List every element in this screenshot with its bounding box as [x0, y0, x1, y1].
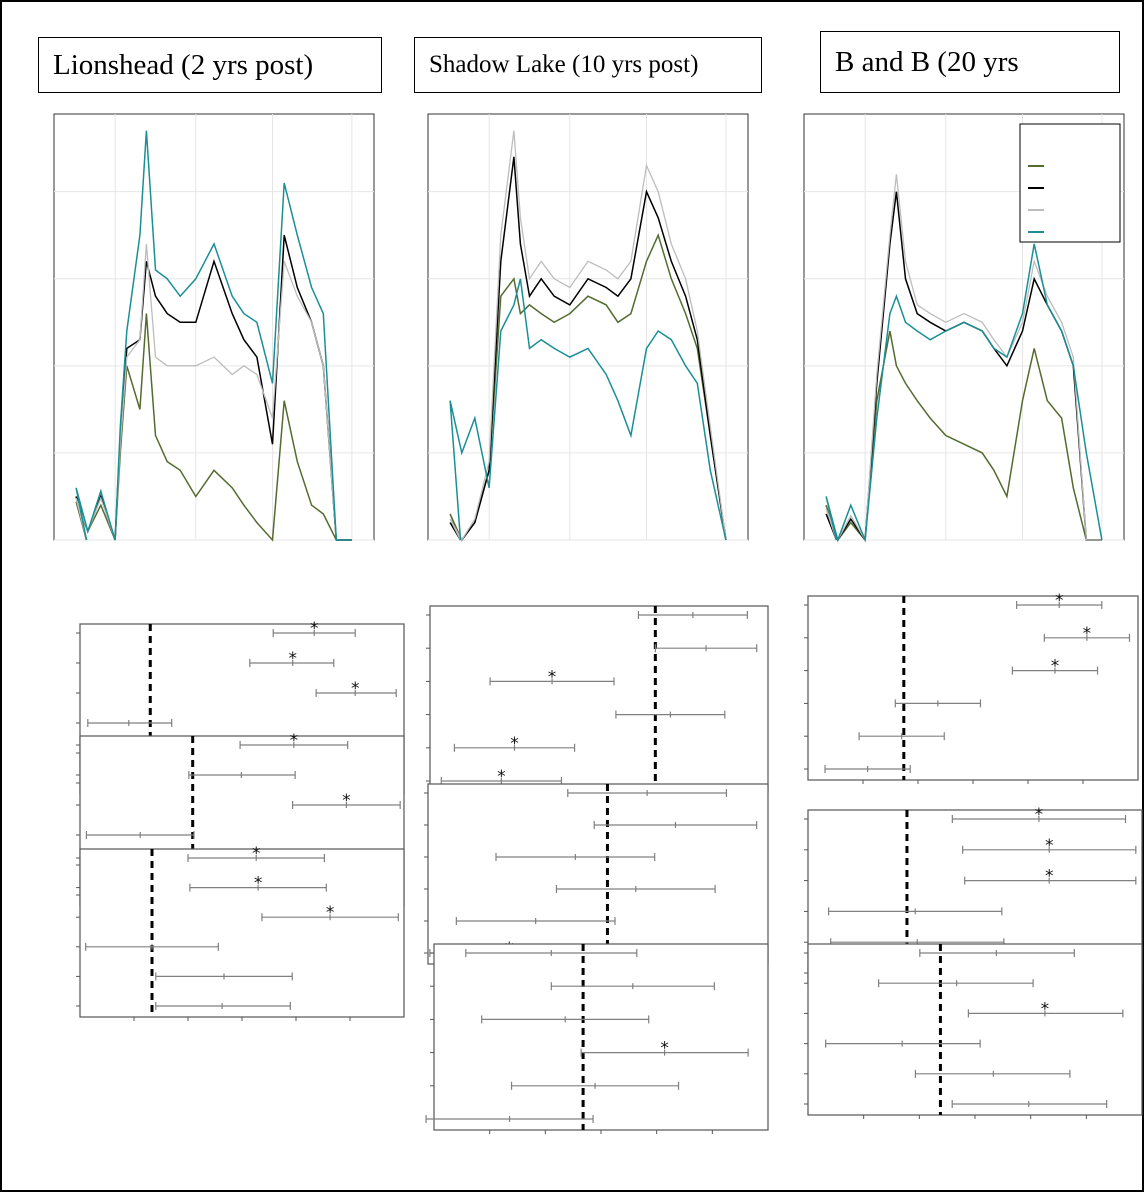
significance-star: * — [548, 667, 557, 687]
significance-star: * — [497, 767, 506, 787]
significance-star: * — [288, 649, 297, 669]
contrast-panel-border — [807, 595, 1139, 781]
significance-star: * — [342, 791, 351, 811]
legend — [1019, 123, 1121, 243]
significance-star: * — [252, 844, 261, 864]
panel-border — [427, 113, 749, 541]
significance-star: * — [254, 874, 263, 894]
legend-box — [1019, 123, 1121, 243]
significance-star: * — [510, 734, 519, 754]
series-line-high — [449, 156, 727, 542]
contrast-panel-border — [427, 783, 769, 965]
snow-depth-panel-1 — [427, 113, 749, 542]
contrast-panel-border — [79, 848, 405, 1018]
series-line-open — [825, 243, 1103, 543]
significance-star: * — [290, 731, 299, 751]
significance-star: * — [1083, 624, 1092, 644]
contrast-panel-april-4: * — [424, 783, 769, 968]
contrast-panel-may-8: * — [804, 943, 1143, 1119]
site-title-shadow-lake: Shadow Lake (10 yrs post) — [414, 37, 762, 93]
significance-star: * — [1045, 836, 1054, 856]
significance-star: * — [326, 903, 335, 923]
site-title-b-and-b: B and B (20 yrs — [820, 31, 1120, 93]
series-line-open — [449, 278, 727, 541]
significance-star: * — [1055, 591, 1064, 611]
contrast-panel-may-2: * * * — [76, 844, 405, 1021]
panel-border — [53, 113, 375, 541]
significance-star: * — [660, 1039, 669, 1059]
contrast-panel-border — [433, 943, 769, 1131]
snow-depth-panel-0 — [53, 113, 375, 542]
contrast-panel-may-5: * — [425, 943, 769, 1134]
series-line-open — [75, 130, 352, 541]
significance-star: * — [1035, 805, 1044, 825]
contrast-panel-march-3: *** — [426, 605, 769, 796]
series-line-moderate — [449, 130, 727, 542]
series-line-moderate — [825, 174, 1102, 543]
site-title-lionshead: Lionshead (2 yrs post) — [38, 37, 382, 93]
snow-depth-panel-2 — [803, 113, 1125, 543]
contrast-panel-march-6: * * * — [804, 591, 1139, 784]
significance-star: * — [1045, 867, 1054, 887]
significance-star: * — [1041, 999, 1050, 1019]
significance-star: * — [351, 679, 360, 699]
significance-star: * — [310, 619, 319, 639]
contrast-panel-border — [807, 943, 1143, 1116]
contrast-panel-border — [429, 605, 769, 793]
significance-star: * — [1051, 657, 1060, 677]
